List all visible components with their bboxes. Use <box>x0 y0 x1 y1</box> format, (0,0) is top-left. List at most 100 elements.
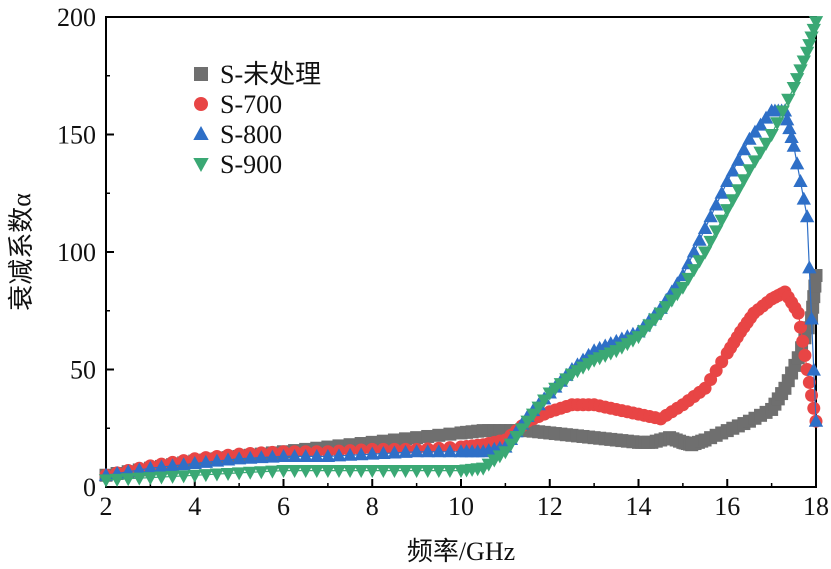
x-tick-label: 2 <box>100 492 113 521</box>
data-point <box>789 156 805 170</box>
data-point <box>431 465 446 479</box>
legend-marker <box>194 97 208 111</box>
data-point <box>808 16 824 30</box>
data-point <box>742 131 757 145</box>
data-point <box>793 174 808 188</box>
plot-frame <box>105 16 817 488</box>
data-point <box>143 472 158 486</box>
data-point <box>376 446 391 460</box>
data-point <box>243 450 258 464</box>
data-point <box>791 306 805 320</box>
data-point <box>365 465 380 479</box>
data-point <box>98 474 114 488</box>
data-point <box>793 320 807 334</box>
legend-marker <box>193 125 209 140</box>
data-point <box>320 448 336 462</box>
data-point <box>796 191 811 205</box>
data-point <box>309 448 324 462</box>
data-point <box>520 415 535 429</box>
legend-label: S-未处理 <box>220 60 321 89</box>
data-point <box>342 465 358 479</box>
legend-marker <box>193 158 209 173</box>
data-point <box>802 39 817 53</box>
data-point <box>287 448 302 462</box>
data-point <box>664 294 679 308</box>
data-point <box>243 466 258 480</box>
legend-label: S-900 <box>220 150 282 179</box>
data-point <box>807 401 821 415</box>
data-point <box>709 225 724 239</box>
data-point <box>808 413 824 427</box>
data-point <box>431 444 446 458</box>
data-point <box>764 128 779 142</box>
data-point <box>187 469 202 483</box>
data-point <box>409 465 424 479</box>
data-point <box>731 152 746 166</box>
data-point <box>376 465 391 479</box>
data-point <box>808 279 822 293</box>
data-point <box>806 300 820 314</box>
data-point <box>786 138 801 152</box>
data-point <box>331 465 347 479</box>
data-point <box>154 471 169 485</box>
legend-label: S-800 <box>220 120 282 149</box>
data-point <box>784 129 799 143</box>
data-point <box>653 307 668 321</box>
data-point <box>132 462 147 476</box>
data-point <box>276 465 291 479</box>
data-point <box>409 444 424 458</box>
data-point <box>365 446 380 460</box>
legend-item: S-900 <box>193 150 282 179</box>
data-point <box>725 163 740 177</box>
data-point <box>331 448 347 462</box>
data-point <box>265 449 280 463</box>
data-point <box>442 444 458 458</box>
data-point <box>354 465 369 479</box>
x-tick-label: 8 <box>366 492 379 521</box>
data-point <box>697 246 713 260</box>
x-tick-label: 6 <box>277 492 290 521</box>
y-tick-label: 100 <box>57 238 96 267</box>
data-point <box>703 209 718 223</box>
data-point <box>736 142 752 156</box>
data-point <box>154 459 169 473</box>
data-point <box>354 447 369 461</box>
data-point <box>265 465 280 479</box>
x-axis-label: 频率/GHz <box>407 537 515 566</box>
data-point <box>731 184 746 198</box>
data-point <box>509 430 524 444</box>
x-tick-label: 10 <box>448 492 474 521</box>
data-point <box>165 458 180 472</box>
x-tick-label: 12 <box>537 492 563 521</box>
data-point <box>421 429 435 443</box>
data-point <box>342 447 358 461</box>
data-point <box>254 466 269 480</box>
data-point <box>796 334 810 348</box>
data-point <box>387 445 402 459</box>
data-point <box>420 444 435 458</box>
data-point <box>806 362 821 376</box>
data-point <box>802 375 816 389</box>
data-point <box>525 408 541 422</box>
data-point <box>799 46 815 60</box>
data-point <box>747 155 763 169</box>
y-axis-label: 衰减系数α <box>7 193 36 311</box>
legend-item: S-700 <box>194 90 282 119</box>
data-point <box>531 401 546 415</box>
data-point <box>387 465 402 479</box>
data-point <box>109 473 125 487</box>
data-point <box>703 235 718 249</box>
data-point <box>805 388 819 402</box>
data-point <box>753 146 768 160</box>
data-point <box>537 394 552 408</box>
data-point <box>804 31 819 45</box>
data-point <box>231 467 247 481</box>
data-point <box>432 428 446 442</box>
series-4 <box>98 16 824 488</box>
data-point <box>503 438 519 452</box>
legend-item: S-800 <box>193 120 282 149</box>
data-point <box>399 432 413 446</box>
data-point <box>798 348 812 362</box>
data-point <box>165 470 180 484</box>
